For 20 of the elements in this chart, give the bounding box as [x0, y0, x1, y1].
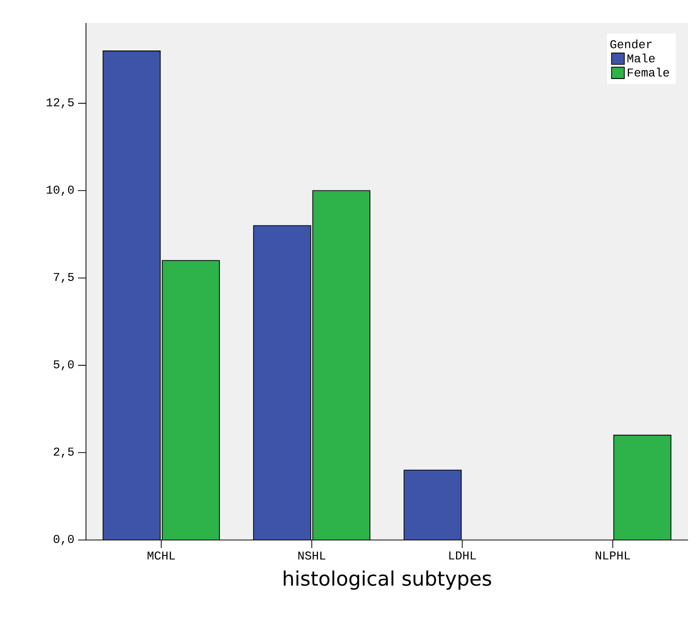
bar: [404, 470, 462, 540]
bar: [103, 50, 160, 540]
y-tick-label: 10,0: [46, 186, 74, 196]
y-tick-label: 5,0: [54, 360, 74, 370]
x-tick-label: LDHL: [449, 552, 476, 560]
legend-title: Gender: [610, 40, 652, 48]
legend-label: Male: [627, 54, 655, 62]
y-tick-label: 2,5: [54, 448, 74, 458]
legend-label: Female: [628, 68, 669, 77]
y-tick-label: 7,5: [54, 272, 74, 283]
bar: [312, 190, 370, 540]
x-axis-title: histological subtypes: [284, 570, 492, 590]
bar: [613, 434, 672, 540]
bar: [254, 226, 311, 540]
x-tick-label: NLPHL: [596, 552, 630, 560]
x-tick-label: MCHL: [148, 552, 175, 560]
x-tick-label: NSHL: [298, 552, 326, 560]
y-tick-label: 0,0: [54, 534, 74, 546]
bar: [162, 260, 220, 540]
y-tick-label: 12,5: [46, 98, 74, 108]
